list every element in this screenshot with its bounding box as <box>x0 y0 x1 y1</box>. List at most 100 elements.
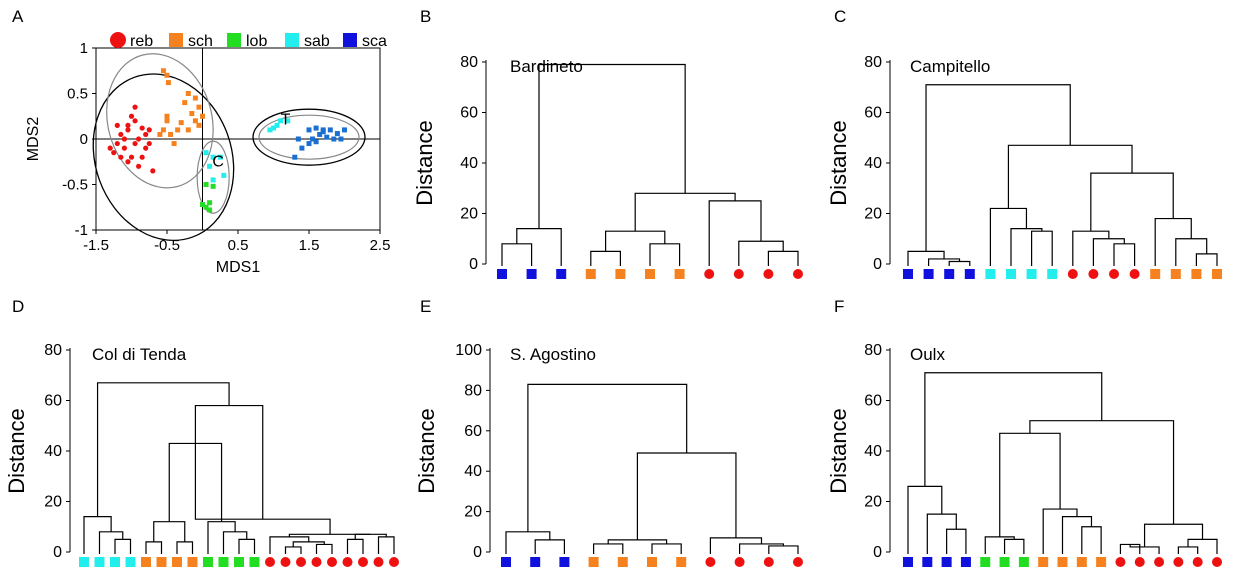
dendrogram-link <box>501 243 533 266</box>
y-tick-label: 40 <box>460 155 478 172</box>
panel-c: C 0 20 40 60 80 Distance Campitello <box>826 7 1222 279</box>
y-tick-label: 20 <box>44 494 62 511</box>
dendrogram-link <box>527 383 688 532</box>
dendrogram-link <box>315 543 333 554</box>
point-sch <box>189 111 195 117</box>
panel-a: A -1.5 -0.5 0.5 1.5 2.5 1 0.5 0 -0.5 -1 MDS1 MDS2 T C… <box>12 7 390 276</box>
leaf-marker-lob <box>234 557 244 567</box>
point-reb <box>121 136 127 142</box>
leaf-marker-lob <box>1018 557 1029 567</box>
dendrogram-link <box>222 531 248 554</box>
leaf-marker-sab <box>985 269 996 279</box>
dendrogram-link <box>377 536 395 554</box>
dendrogram-link <box>534 539 565 554</box>
dendrogram-link <box>590 250 621 266</box>
point-sca_scatter <box>320 127 326 133</box>
dendrogram-link <box>1042 508 1078 554</box>
dendrogram-link <box>96 382 230 517</box>
leaf-marker-sca <box>501 557 511 567</box>
y-tick-label: 60 <box>864 393 882 410</box>
dendrogram-link <box>1177 546 1199 554</box>
leaf-marker-sch <box>676 557 687 567</box>
dendrogram-link <box>767 250 799 266</box>
point-sca_scatter <box>295 136 301 142</box>
leaf-marker-reb <box>763 269 774 279</box>
leaf-marker-sca <box>530 557 541 567</box>
point-sch <box>164 118 170 124</box>
leaf-marker-sab <box>1026 269 1037 279</box>
legend-marker-lob <box>227 33 241 47</box>
legend-label-reb: reb <box>130 33 153 50</box>
point-sch <box>182 100 188 106</box>
point-sch <box>192 95 198 101</box>
leaf-marker-reb <box>704 269 715 279</box>
leaf-marker-lob <box>999 557 1010 567</box>
leaf-marker-reb <box>1067 269 1078 279</box>
point-sca_scatter <box>306 141 312 147</box>
dendrogram-link <box>926 513 957 554</box>
dendrogram-link <box>593 543 624 554</box>
dendrogram-link <box>1113 243 1136 266</box>
panel-d-label: D <box>12 297 24 316</box>
point-reb <box>143 145 149 151</box>
point-reb <box>146 127 152 133</box>
leaf-marker-sch <box>1057 557 1068 567</box>
point-reb <box>111 150 117 156</box>
panel-e-label: E <box>420 297 431 316</box>
y-axis-label: Distance <box>4 408 29 494</box>
y-tick-label: 0 <box>53 544 62 561</box>
y-tick-label: -0.5 <box>62 177 88 194</box>
dendrogram-link <box>607 539 668 544</box>
point-reb <box>143 131 149 138</box>
y-tick-label: 40 <box>464 463 482 480</box>
y-axis-label: Distance <box>826 120 851 206</box>
leaf-marker-sca <box>903 269 913 279</box>
cluster-annotation: C <box>212 153 224 170</box>
leaf-marker-sca <box>497 269 507 279</box>
y-tick-label: 80 <box>864 54 882 71</box>
point-reb <box>114 140 120 147</box>
point-sab <box>207 163 213 169</box>
point-sca_scatter <box>313 125 319 131</box>
x-tick-label: 1.5 <box>299 237 320 254</box>
leaf-marker-sab <box>1006 269 1016 279</box>
leaf-marker-reb <box>1115 557 1126 567</box>
leaf-marker-reb <box>1212 557 1222 567</box>
point-reb <box>125 122 131 128</box>
point-reb <box>146 140 152 147</box>
leaf-marker-sch <box>172 557 182 567</box>
y-tick-label: 1 <box>80 40 88 57</box>
point-sca_scatter <box>327 127 333 133</box>
leaf-marker-sab <box>94 557 105 567</box>
leaf-marker-sch <box>647 557 657 567</box>
y-tick-label: 0.5 <box>67 86 88 103</box>
dendrogram-title: Campitello <box>910 57 990 76</box>
point-lob <box>210 183 216 189</box>
leaf-marker-reb <box>389 557 399 567</box>
point-sca_scatter <box>306 127 312 133</box>
dendrogram-link <box>114 538 132 554</box>
y-tick-label: 80 <box>460 54 478 71</box>
y-tick-label: 20 <box>460 206 478 223</box>
dendrogram-link <box>649 243 681 266</box>
dendrogram-link <box>946 528 967 554</box>
point-sab <box>217 154 223 160</box>
point-sab <box>210 154 216 160</box>
legend-label-sab: sab <box>304 33 330 50</box>
leaf-marker-sch <box>1076 557 1087 567</box>
leaf-marker-reb <box>1088 269 1099 279</box>
dendrogram-link <box>1175 238 1208 266</box>
y-tick-label: -1 <box>75 222 88 239</box>
leaf-marker-reb <box>793 557 803 567</box>
leaf-marker-sca <box>944 269 955 279</box>
dendrogram-link <box>1061 516 1093 554</box>
dendrogram-link <box>925 84 1071 252</box>
leaf-marker-sca <box>941 557 952 567</box>
point-sab <box>267 127 273 133</box>
legend-marker-reb <box>110 32 126 48</box>
point-reb <box>114 122 120 128</box>
leaf-marker-lob <box>980 557 991 567</box>
dendrogram-link <box>194 404 264 520</box>
y-axis-label: Distance <box>414 408 439 494</box>
point-sch <box>200 113 205 119</box>
